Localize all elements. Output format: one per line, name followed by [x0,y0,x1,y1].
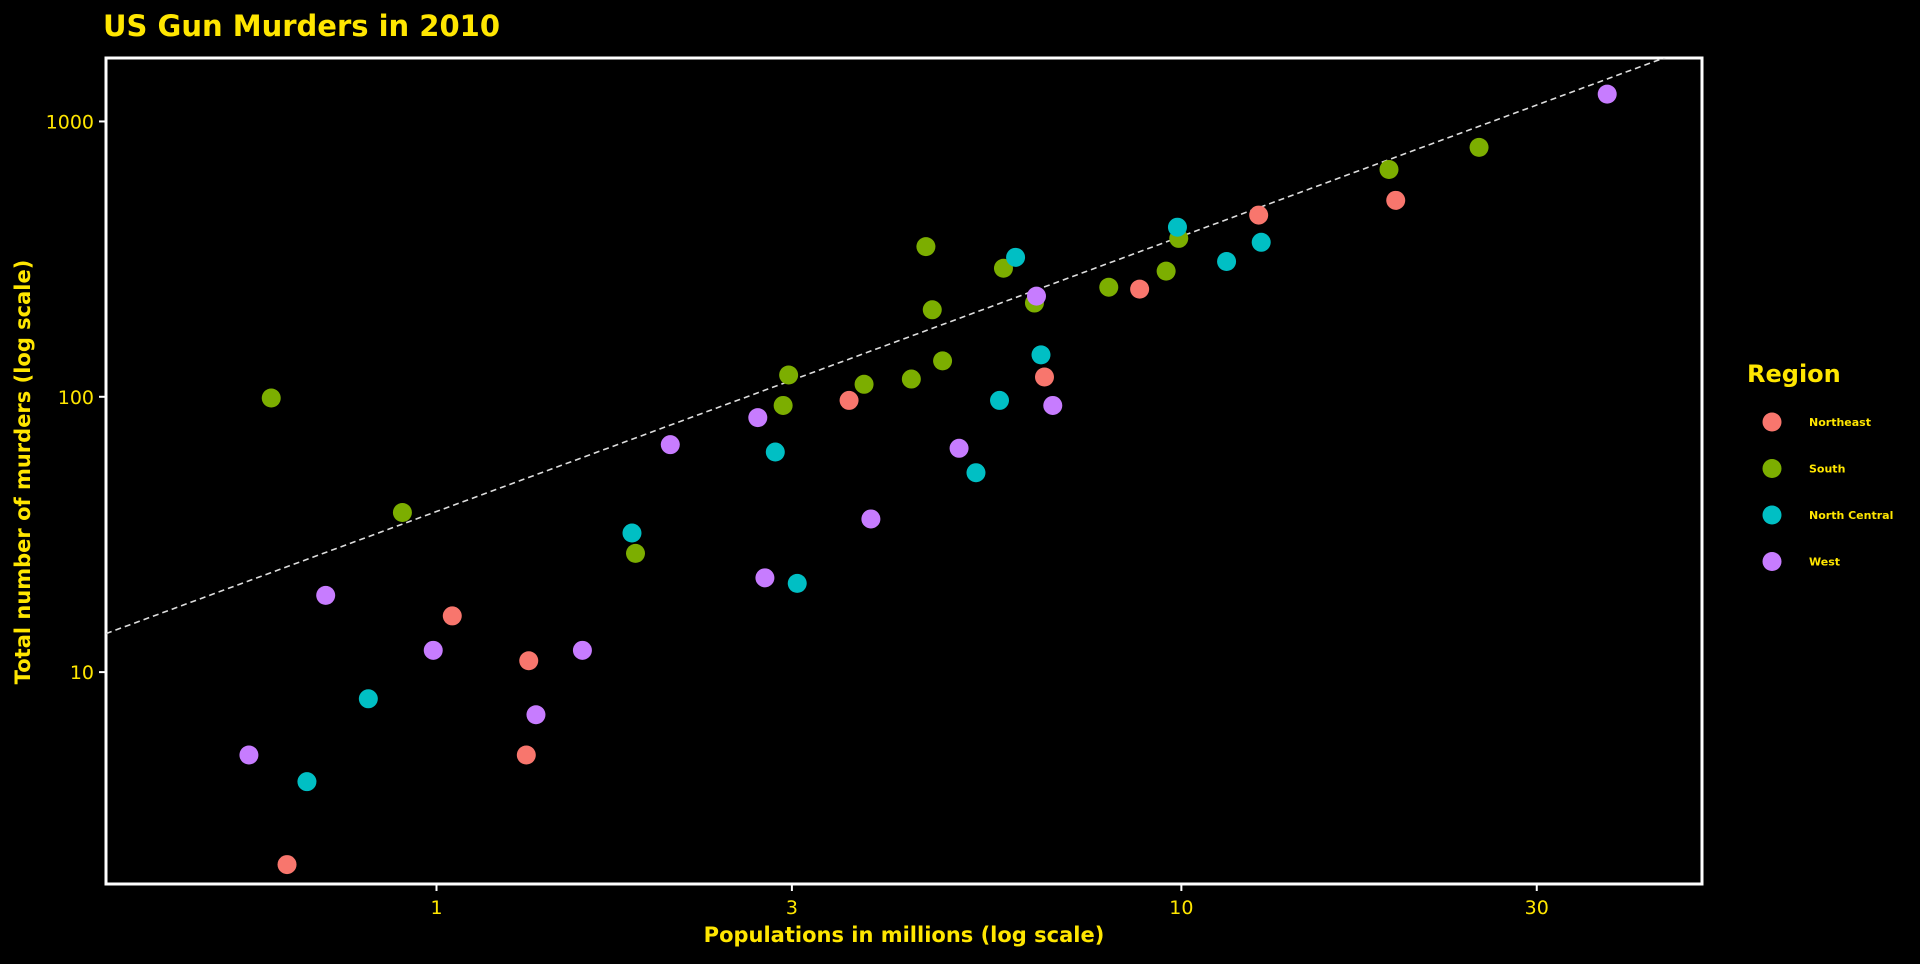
legend-label: South [1809,463,1845,476]
data-point [748,408,768,428]
data-point [1251,232,1271,252]
data-point [861,509,881,529]
data-point [1217,251,1237,271]
data-point [1130,279,1150,299]
data-point [622,523,642,543]
legend-label: North Central [1809,509,1893,522]
x-tick-label: 1 [430,897,442,919]
data-point [916,237,936,257]
data-point [1167,217,1187,237]
legend-label: Northeast [1809,416,1871,429]
data-point [765,442,785,462]
data-point [316,585,336,605]
legend-title: Region [1747,360,1841,388]
data-point [277,855,297,875]
chart-title: US Gun Murders in 2010 [103,9,500,43]
data-point [526,705,546,725]
data-point [933,351,953,371]
data-point [1034,367,1054,387]
data-point [1597,84,1617,104]
panel-border [104,56,1704,886]
data-point [1156,261,1176,281]
legend-key [1762,412,1782,432]
data-point [1469,137,1489,157]
data-point [755,568,775,588]
y-axis-label: Total number of murders (log scale) [11,260,35,685]
legend-key [1762,459,1782,478]
data-point [1031,345,1051,365]
legend-key [1762,552,1782,571]
y-tick-label: 10 [70,662,94,684]
x-axis-label: Populations in millions (log scale) [704,923,1105,947]
x-axis: 1 3 10 30 [430,885,1549,919]
data-point [966,463,986,483]
data-point [949,438,969,458]
data-point [854,374,874,394]
legend-items: Northeast South North Central West [1762,412,1893,571]
data-point [572,640,592,660]
data-point [773,395,793,415]
data-point [660,435,680,455]
plot-panel [104,56,1704,886]
data-point [519,651,539,671]
legend-key [1762,505,1782,525]
data-point [839,390,859,410]
data-point [1043,395,1063,415]
data-point [423,640,443,660]
data-point [901,369,921,389]
data-point [516,745,536,765]
data-point [392,502,412,522]
data-point [297,772,317,792]
data-point [993,258,1013,278]
data-point [990,390,1010,410]
data-point [239,745,259,765]
legend: Region Northeast South North Central West [1747,360,1893,571]
y-tick-label: 1000 [46,111,94,133]
data-point [358,689,378,709]
data-point [1249,205,1269,225]
reference-line-layer [106,58,1667,635]
x-tick-label: 10 [1169,897,1193,919]
data-point [787,573,807,593]
y-tick-label: 100 [58,387,94,409]
data-point [1379,160,1399,180]
y-axis: 10 100 1000 [46,111,105,684]
data-point [779,365,799,385]
legend-label: West [1809,556,1840,569]
x-tick-label: 30 [1525,897,1549,919]
data-point [1099,277,1119,297]
data-point [626,543,646,563]
data-point [261,388,281,408]
x-tick-label: 3 [786,897,798,919]
data-point [1026,286,1046,306]
points-layer [239,84,1617,875]
reference-line [106,58,1667,635]
data-point [1386,190,1406,210]
data-point [922,300,942,320]
data-point [442,606,462,626]
data-point [1006,247,1026,267]
